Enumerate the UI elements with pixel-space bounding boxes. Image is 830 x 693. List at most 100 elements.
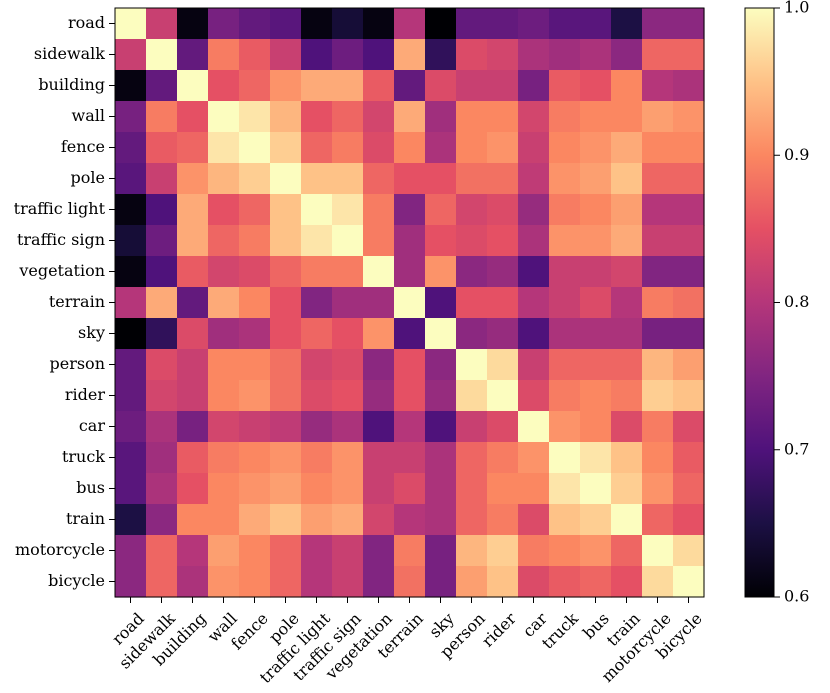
heatmap-cell — [363, 163, 395, 195]
heatmap-cell — [332, 194, 364, 226]
heatmap-cell — [146, 287, 178, 319]
heatmap-cell — [487, 39, 519, 71]
heatmap-cell — [425, 442, 457, 474]
heatmap-cell — [642, 349, 674, 381]
heatmap-cell — [642, 194, 674, 226]
heatmap-cell — [456, 225, 488, 257]
heatmap-cell — [549, 535, 581, 567]
heatmap-cell — [487, 535, 519, 567]
y-tick-label: sidewalk — [34, 44, 105, 63]
heatmap-cell — [115, 132, 147, 164]
y-tick-label: sky — [78, 323, 105, 342]
heatmap-cell — [270, 504, 302, 536]
heatmap-cell — [456, 256, 488, 288]
heatmap-cell — [363, 256, 395, 288]
heatmap-cell — [301, 566, 333, 598]
heatmap-cell — [146, 535, 178, 567]
heatmap-cell — [487, 318, 519, 350]
heatmap-cell — [456, 566, 488, 598]
heatmap-cell — [301, 473, 333, 505]
heatmap-cell — [394, 132, 426, 164]
heatmap-cell — [301, 504, 333, 536]
heatmap-cell — [332, 101, 364, 133]
heatmap-cell — [208, 349, 240, 381]
heatmap-cell — [301, 318, 333, 350]
heatmap-cell — [673, 163, 705, 195]
heatmap-cell — [332, 318, 364, 350]
heatmap-cell — [487, 442, 519, 474]
heatmap-cell — [549, 132, 581, 164]
heatmap-cell — [642, 380, 674, 412]
heatmap-cell — [549, 349, 581, 381]
heatmap-cell — [642, 504, 674, 536]
heatmap-cell — [487, 70, 519, 102]
heatmap-cell — [611, 535, 643, 567]
heatmap-cell — [239, 473, 271, 505]
heatmap-cell — [642, 225, 674, 257]
heatmap-cell — [270, 287, 302, 319]
heatmap-cell — [642, 411, 674, 443]
heatmap-cell — [208, 318, 240, 350]
heatmap-cell — [301, 349, 333, 381]
heatmap-cell — [177, 566, 209, 598]
heatmap-cell — [239, 39, 271, 71]
heatmap-cell — [332, 163, 364, 195]
heatmap-cell — [177, 504, 209, 536]
heatmap-cell — [177, 535, 209, 567]
heatmap-cell — [146, 566, 178, 598]
heatmap-cell — [456, 287, 488, 319]
heatmap-cell — [239, 535, 271, 567]
heatmap-cell — [146, 194, 178, 226]
heatmap-cell — [580, 8, 612, 40]
heatmap-cell — [363, 566, 395, 598]
heatmap-cell — [301, 101, 333, 133]
heatmap-cell — [549, 163, 581, 195]
heatmap-cell — [363, 380, 395, 412]
heatmap-cell — [208, 566, 240, 598]
heatmap-cell — [301, 8, 333, 40]
heatmap-cell — [208, 39, 240, 71]
heatmap-cell — [456, 70, 488, 102]
heatmap-cell — [270, 8, 302, 40]
heatmap-cell — [363, 318, 395, 350]
heatmap-cell — [363, 194, 395, 226]
heatmap-cell — [549, 225, 581, 257]
heatmap-cell — [456, 8, 488, 40]
heatmap-cells — [115, 8, 705, 598]
heatmap-cell — [580, 132, 612, 164]
heatmap-cell — [270, 132, 302, 164]
heatmap-cell — [580, 380, 612, 412]
heatmap-cell — [177, 39, 209, 71]
heatmap-cell — [394, 163, 426, 195]
heatmap-cell — [177, 318, 209, 350]
heatmap-cell — [580, 256, 612, 288]
heatmap-cell — [239, 442, 271, 474]
heatmap-cell — [239, 163, 271, 195]
heatmap-cell — [611, 70, 643, 102]
heatmap-cell — [208, 8, 240, 40]
heatmap-cell — [425, 163, 457, 195]
y-tick-label: fence — [61, 137, 105, 156]
heatmap-cell — [270, 535, 302, 567]
heatmap-cell — [642, 101, 674, 133]
heatmap-cell — [518, 411, 550, 443]
heatmap-cell — [518, 566, 550, 598]
heatmap-cell — [301, 132, 333, 164]
heatmap-cell — [208, 473, 240, 505]
heatmap-cell — [208, 70, 240, 102]
heatmap-cell — [673, 70, 705, 102]
heatmap-cell — [270, 442, 302, 474]
heatmap-cell — [239, 287, 271, 319]
heatmap-cell — [518, 8, 550, 40]
heatmap-cell — [208, 163, 240, 195]
heatmap-cell — [580, 535, 612, 567]
heatmap-cell — [239, 380, 271, 412]
heatmap-cell — [208, 194, 240, 226]
heatmap-cell — [301, 163, 333, 195]
heatmap-cell — [208, 256, 240, 288]
heatmap-cell — [549, 70, 581, 102]
heatmap-cell — [611, 39, 643, 71]
heatmap-cell — [673, 535, 705, 567]
colorbar-tick-label: 0.6 — [784, 587, 809, 606]
